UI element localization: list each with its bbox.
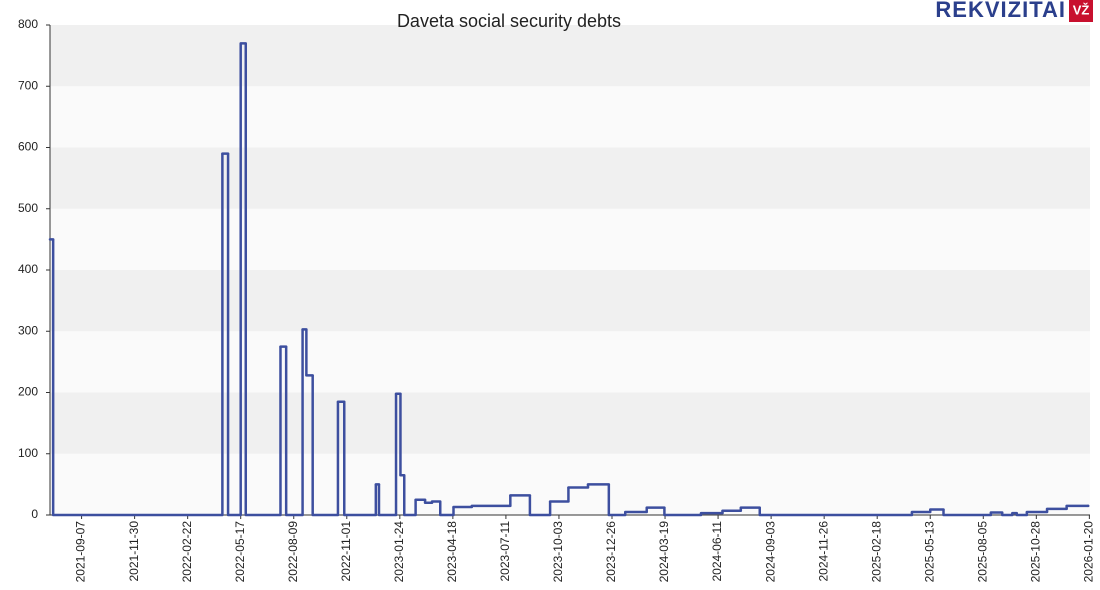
- y-tick-label: 200: [18, 385, 38, 399]
- x-tick-label: 2023-10-03: [551, 521, 565, 583]
- y-tick-label: 600: [18, 140, 38, 154]
- x-tick-label: 2022-05-17: [233, 521, 247, 583]
- plot-bands: [50, 25, 1090, 515]
- x-tick-label: 2024-11-26: [816, 521, 830, 582]
- x-tick-label: 2023-01-24: [392, 521, 406, 583]
- x-tick-label: 2022-02-22: [180, 521, 194, 583]
- x-tick-label: 2023-07-11: [498, 521, 512, 582]
- x-tick-label: 2021-11-30: [127, 521, 141, 582]
- x-tick-label: 2026-01-20: [1082, 521, 1096, 583]
- x-tick-label: 2025-05-13: [922, 521, 936, 583]
- x-tick-label: 2022-11-01: [339, 521, 353, 582]
- x-tick-label: 2024-03-19: [657, 521, 671, 583]
- y-tick-label: 800: [18, 17, 38, 31]
- y-tick-label: 0: [31, 507, 38, 521]
- chart-title: Daveta social security debts: [397, 11, 621, 31]
- grid-band: [50, 25, 1090, 87]
- x-tick-label: 2022-08-09: [286, 521, 300, 583]
- y-tick-label: 500: [18, 201, 38, 215]
- x-tick-label: 2024-06-11: [710, 521, 724, 582]
- grid-band: [50, 86, 1090, 148]
- y-tick-label: 700: [18, 78, 38, 92]
- grid-band: [50, 147, 1090, 209]
- y-tick-label: 300: [18, 323, 38, 337]
- brand-name: REKVIZITAI: [935, 0, 1066, 22]
- x-tick-label: 2023-04-18: [445, 521, 459, 583]
- grid-band: [50, 208, 1090, 270]
- x-tick-label: 2025-08-05: [975, 521, 989, 583]
- y-tick-label: 400: [18, 262, 38, 276]
- x-tick-label: 2024-09-03: [763, 521, 777, 583]
- y-tick-label: 100: [18, 446, 38, 460]
- grid-band: [50, 270, 1090, 332]
- brand-badge-box: [1069, 0, 1093, 22]
- x-tick-label: 2025-02-18: [869, 521, 883, 583]
- brand-badge: VŽ: [1073, 2, 1090, 17]
- x-tick-label: 2021-09-07: [74, 521, 88, 583]
- x-tick-label: 2023-12-26: [604, 521, 618, 583]
- grid-band: [50, 453, 1090, 515]
- x-tick-label: 2025-10-28: [1028, 521, 1042, 583]
- grid-band: [50, 392, 1090, 454]
- grid-band: [50, 331, 1090, 393]
